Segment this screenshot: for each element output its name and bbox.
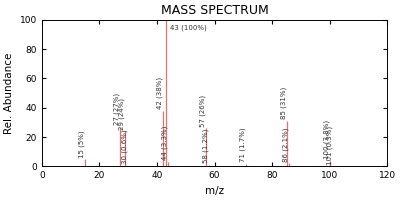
Text: 57 (26%): 57 (26%) (200, 95, 206, 127)
Text: 85 (31%): 85 (31%) (280, 87, 286, 119)
Text: 29 (24%): 29 (24%) (119, 98, 125, 130)
Text: 86 (2.1%): 86 (2.1%) (283, 127, 289, 162)
Text: 101 (0.3%): 101 (0.3%) (326, 125, 332, 165)
Text: 71 (1.7%): 71 (1.7%) (240, 128, 246, 162)
Text: 15 (5%): 15 (5%) (78, 130, 85, 158)
Text: 27 (27%): 27 (27%) (113, 93, 120, 125)
Text: 44 (3.3%): 44 (3.3%) (162, 126, 168, 160)
Text: 43 (100%): 43 (100%) (170, 24, 207, 31)
Y-axis label: Rel. Abundance: Rel. Abundance (4, 52, 14, 134)
Text: 100 (3.8%): 100 (3.8%) (323, 120, 330, 159)
Text: 30 (0.6%): 30 (0.6%) (122, 129, 128, 164)
Text: 58 (1.2%): 58 (1.2%) (202, 129, 209, 163)
X-axis label: m/z: m/z (205, 186, 224, 196)
Text: 42 (38%): 42 (38%) (156, 77, 163, 109)
Title: MASS SPECTRUM: MASS SPECTRUM (161, 4, 268, 17)
